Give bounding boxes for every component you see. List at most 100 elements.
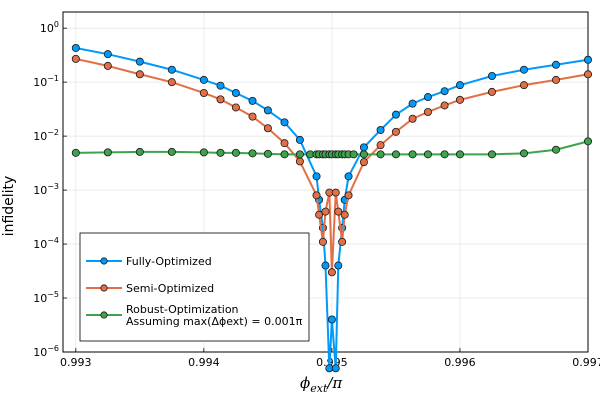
data-point <box>455 95 464 104</box>
series-0 <box>71 43 593 373</box>
data-point <box>338 237 347 246</box>
data-point <box>487 72 496 81</box>
data-point <box>167 65 176 74</box>
data-point <box>103 148 112 157</box>
x-tick-label: 0.994 <box>188 356 220 369</box>
data-point <box>167 78 176 87</box>
data-point <box>231 88 240 97</box>
data-point <box>327 268 336 277</box>
data-point <box>216 148 225 157</box>
y-tick-label: 10−5 <box>33 290 59 305</box>
data-point <box>71 148 80 157</box>
data-point <box>340 210 349 219</box>
y-tick-label: 10−4 <box>33 236 59 251</box>
data-point <box>551 60 560 69</box>
data-point <box>318 237 327 246</box>
data-point <box>248 149 257 158</box>
data-point <box>359 158 368 167</box>
data-point <box>280 139 289 148</box>
data-point <box>321 207 330 216</box>
legend-swatch-marker <box>100 257 108 265</box>
x-axis-label: ϕext/π <box>300 374 343 395</box>
data-point <box>295 150 304 159</box>
y-tick-label: 10−1 <box>33 74 59 89</box>
x-axis-label-sub: ext <box>310 382 328 395</box>
legend-swatch-marker <box>100 284 108 292</box>
data-point <box>391 150 400 159</box>
data-point <box>440 101 449 110</box>
x-axis-label-tail: /π <box>325 374 343 392</box>
data-point <box>199 75 208 84</box>
data-point <box>519 149 528 158</box>
data-point <box>376 150 385 159</box>
x-tick-label: 0.997 <box>572 356 600 369</box>
data-point <box>519 65 528 74</box>
data-point <box>263 149 272 158</box>
data-point <box>312 172 321 181</box>
data-point <box>391 127 400 136</box>
data-point <box>135 147 144 156</box>
data-point <box>344 172 353 181</box>
y-tick-label: 100 <box>40 20 59 35</box>
data-point <box>440 150 449 159</box>
data-point <box>103 61 112 70</box>
data-point <box>344 191 353 200</box>
data-point <box>423 150 432 159</box>
data-point <box>584 55 593 64</box>
data-point <box>248 112 257 121</box>
data-point <box>408 150 417 159</box>
y-tick-label: 10−2 <box>33 128 59 143</box>
data-point <box>167 147 176 156</box>
data-point <box>248 96 257 105</box>
data-point <box>455 81 464 90</box>
data-point <box>551 145 560 154</box>
data-point <box>71 54 80 63</box>
data-point <box>584 70 593 79</box>
legend-label: Fully-Optimized <box>126 255 212 268</box>
x-axis-label-phi: ϕ <box>300 374 310 392</box>
data-point <box>519 81 528 90</box>
data-point <box>199 88 208 97</box>
series-2 <box>71 137 593 159</box>
data-point <box>315 210 324 219</box>
series-layer <box>71 43 593 373</box>
legend-label-line2: Assuming max(Δϕext) = 0.001π <box>126 315 303 328</box>
data-point <box>103 50 112 59</box>
data-point <box>263 124 272 133</box>
data-point <box>551 75 560 84</box>
data-point <box>376 125 385 134</box>
data-point <box>216 81 225 90</box>
data-point <box>359 143 368 152</box>
data-point <box>135 57 144 66</box>
data-point <box>263 106 272 115</box>
data-point <box>359 150 368 159</box>
data-point <box>423 107 432 116</box>
axis-ticks: 0.993 0.994 0.995 0.996 0.997 100 10−1 10−2 10−3… <box>33 20 600 369</box>
data-point <box>487 87 496 96</box>
data-point <box>487 150 496 159</box>
data-point <box>584 137 593 146</box>
legend-swatch-marker <box>100 311 108 319</box>
data-point <box>391 110 400 119</box>
data-point <box>349 150 358 159</box>
data-point <box>199 148 208 157</box>
data-point <box>295 157 304 166</box>
plot-frame <box>62 11 589 353</box>
legend-label: Semi-Optimized <box>126 282 214 295</box>
data-point <box>423 93 432 102</box>
svg-text:ϕext/π: ϕext/π <box>300 374 343 395</box>
data-point <box>321 261 330 270</box>
data-point <box>408 114 417 123</box>
data-point <box>440 87 449 96</box>
data-point <box>312 191 321 200</box>
data-point <box>135 70 144 79</box>
data-point <box>280 118 289 127</box>
data-point <box>334 261 343 270</box>
data-point <box>376 141 385 150</box>
data-point <box>408 99 417 108</box>
data-point <box>334 207 343 216</box>
data-point <box>455 150 464 159</box>
data-point <box>327 315 336 324</box>
legend-label: Robust-Optimization <box>126 303 239 316</box>
